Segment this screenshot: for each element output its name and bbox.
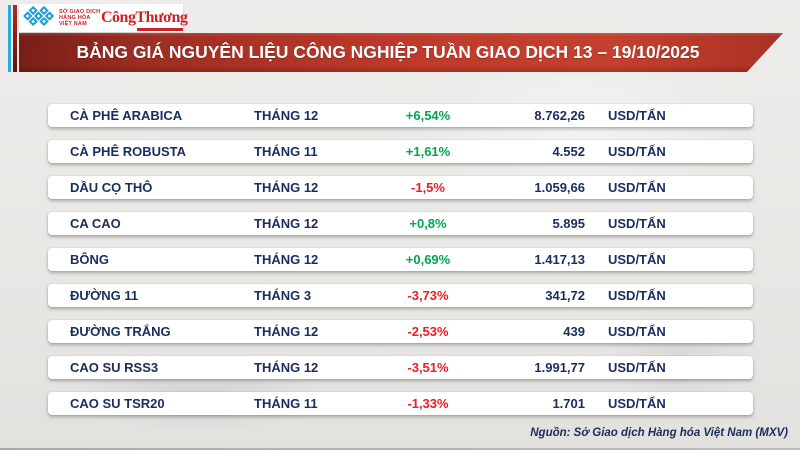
change-percent: -2,53%: [407, 324, 449, 339]
bottom-border: [0, 448, 800, 450]
price-value: 5.895: [552, 216, 585, 231]
price-value: 439: [563, 324, 585, 339]
table-row: CÀ PHÊ ROBUSTA THÁNG 11 +1,61% 4.552 USD…: [48, 140, 753, 163]
price-value: 1.417,13: [534, 252, 585, 267]
price-unit: USD/TẤN: [608, 180, 666, 195]
price-unit: USD/TẤN: [608, 324, 666, 339]
table-row: ĐƯỜNG TRẮNG THÁNG 12 -2,53% 439 USD/TẤN: [48, 320, 753, 343]
contract-month: THÁNG 12: [254, 252, 319, 267]
price-unit: USD/TẤN: [608, 288, 666, 303]
price-unit: USD/TẤN: [608, 252, 666, 267]
commodity-name: ĐƯỜNG 11: [70, 288, 139, 303]
title-banner: BẢNG GIÁ NGUYÊN LIỆU CÔNG NGHIỆP TUẦN GI…: [19, 33, 783, 72]
table-row: CAO SU RSS3 THÁNG 12 -3,51% 1.991,77 USD…: [48, 356, 753, 379]
contract-month: THÁNG 3: [254, 288, 312, 303]
price-value: 8.762,26: [534, 108, 585, 123]
price-unit: USD/TẤN: [608, 396, 666, 411]
source-note: Nguồn: Sở Giao dịch Hàng hóa Việt Nam (M…: [530, 427, 788, 439]
change-percent: +0,8%: [409, 216, 447, 231]
price-value: 341,72: [545, 288, 585, 303]
mxv-org-name: SỞ GIAO DỊCH HÀNG HÓA VIỆT NAM: [59, 9, 101, 27]
table-row: DẦU CỌ THÔ THÁNG 12 -1,5% 1.059,66 USD/T…: [48, 176, 753, 199]
cong-thuong-underline: [137, 28, 184, 31]
price-value: 4.552: [552, 144, 585, 159]
price-value: 1.991,77: [534, 360, 585, 375]
price-table: CÀ PHÊ ARABICA THÁNG 12 +6,54% 8.762,26 …: [48, 104, 753, 428]
left-accent-stripe-maroon: [13, 5, 17, 72]
mxv-logo-icon: [23, 5, 56, 31]
table-row: CAO SU TSR20 THÁNG 11 -1,33% 1.701 USD/T…: [48, 392, 753, 415]
left-accent-stripe-cyan: [8, 5, 11, 72]
commodity-name: BÔNG: [70, 252, 109, 267]
change-percent: -3,73%: [407, 288, 449, 303]
contract-month: THÁNG 12: [254, 360, 319, 375]
contract-month: THÁNG 12: [254, 108, 319, 123]
change-percent: -1,33%: [407, 396, 449, 411]
cong-thuong-logo: CôngThương: [101, 9, 188, 31]
logo-plate: SỞ GIAO DỊCH HÀNG HÓA VIỆT NAM CôngThươn…: [19, 4, 188, 32]
contract-month: THÁNG 11: [254, 396, 318, 411]
price-unit: USD/TẤN: [608, 144, 666, 159]
change-percent: -3,51%: [407, 360, 449, 375]
price-unit: USD/TẤN: [608, 108, 666, 123]
contract-month: THÁNG 11: [254, 144, 318, 159]
contract-month: THÁNG 12: [254, 216, 319, 231]
change-percent: +6,54%: [405, 108, 451, 123]
commodity-name: DẦU CỌ THÔ: [70, 180, 153, 195]
commodity-name: CA CAO: [70, 216, 121, 231]
commodity-name: CÀ PHÊ ARABICA: [70, 108, 183, 123]
commodity-name: CÀ PHÊ ROBUSTA: [70, 144, 187, 159]
price-unit: USD/TẤN: [608, 360, 666, 375]
price-value: 1.701: [552, 396, 585, 411]
table-row: ĐƯỜNG 11 THÁNG 3 -3,73% 341,72 USD/TẤN: [48, 284, 753, 307]
contract-month: THÁNG 12: [254, 180, 319, 195]
commodity-name: CAO SU TSR20: [70, 396, 165, 411]
price-value: 1.059,66: [534, 180, 585, 195]
change-percent: -1,5%: [411, 180, 445, 195]
price-unit: USD/TẤN: [608, 216, 666, 231]
contract-month: THÁNG 12: [254, 324, 319, 339]
table-row: CÀ PHÊ ARABICA THÁNG 12 +6,54% 8.762,26 …: [48, 104, 753, 127]
page-title: BẢNG GIÁ NGUYÊN LIỆU CÔNG NGHIỆP TUẦN GI…: [76, 42, 700, 62]
change-percent: +1,61%: [405, 144, 451, 159]
commodity-name: ĐƯỜNG TRẮNG: [70, 324, 171, 339]
change-percent: +0,69%: [405, 252, 451, 267]
table-row: BÔNG THÁNG 12 +0,69% 1.417,13 USD/TẤN: [48, 248, 753, 271]
commodity-name: CAO SU RSS3: [70, 360, 159, 375]
cong-thuong-wordmark: CôngThương: [101, 9, 188, 26]
table-row: CA CAO THÁNG 12 +0,8% 5.895 USD/TẤN: [48, 212, 753, 235]
